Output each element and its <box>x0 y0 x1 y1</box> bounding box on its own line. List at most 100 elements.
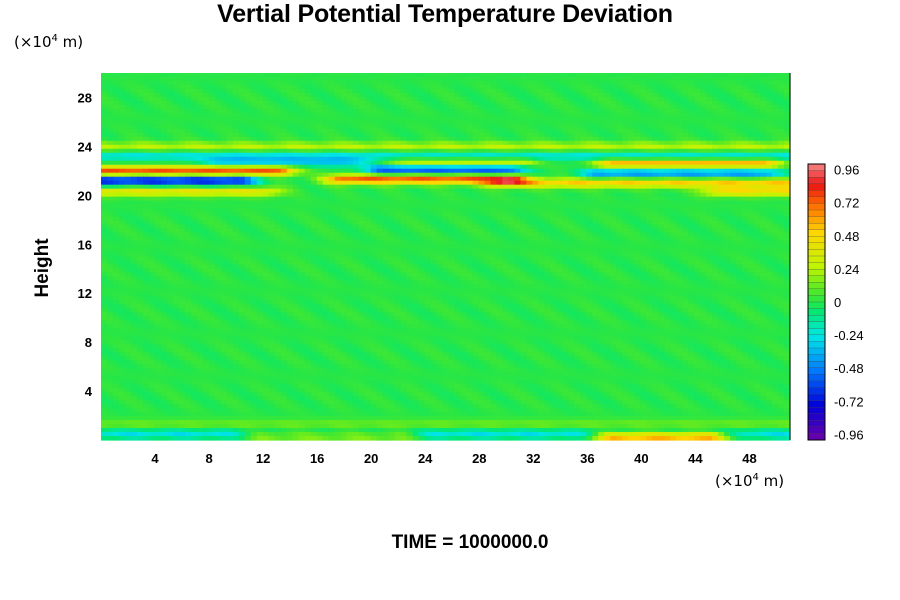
heatmap-cell <box>592 196 599 202</box>
heatmap-cell <box>280 244 288 250</box>
heatmap-cell <box>250 184 258 190</box>
heatmap-cell <box>676 212 683 218</box>
heatmap-cell <box>268 100 276 106</box>
heatmap-cell <box>292 104 300 110</box>
heatmap-cell <box>670 73 677 78</box>
heatmap-cell <box>166 176 174 182</box>
heatmap-cell <box>466 196 474 202</box>
heatmap-cell <box>256 108 264 114</box>
heatmap-cell <box>676 220 683 226</box>
heatmap-cell <box>694 144 701 150</box>
heatmap-cell <box>322 216 330 222</box>
heatmap-cell <box>640 88 647 94</box>
heatmap-cell <box>520 136 527 142</box>
heatmap-cell <box>778 136 785 142</box>
heatmap-cell <box>376 76 384 82</box>
heatmap-cell <box>280 184 288 190</box>
heatmap-cell <box>256 204 264 210</box>
heatmap-cell <box>214 196 222 202</box>
heatmap-cell <box>220 92 228 98</box>
heatmap-cell <box>604 236 611 242</box>
heatmap-cell <box>352 160 360 166</box>
heatmap-cell <box>340 220 348 226</box>
heatmap-cell <box>400 136 408 142</box>
heatmap-cell <box>430 156 438 162</box>
heatmap-cell <box>442 88 450 94</box>
heatmap-cell <box>130 224 138 230</box>
heatmap-cell <box>484 192 492 198</box>
heatmap-cell <box>778 112 785 118</box>
heatmap-cell <box>316 188 324 194</box>
heatmap-cell <box>400 184 408 190</box>
heatmap-cell <box>154 224 162 230</box>
heatmap-cell <box>670 140 677 146</box>
heatmap-cell <box>292 76 300 82</box>
heatmap-cell <box>778 116 785 122</box>
heatmap-cell <box>154 192 162 198</box>
heatmap-cell <box>382 152 390 158</box>
heatmap-cell <box>598 204 605 210</box>
heatmap-cell <box>766 128 773 134</box>
heatmap-cell <box>586 164 593 170</box>
heatmap-cell <box>412 96 420 102</box>
heatmap-cell <box>436 100 444 106</box>
heatmap-cell <box>196 96 204 102</box>
heatmap-cell <box>316 200 324 206</box>
heatmap-cell <box>214 140 222 146</box>
heatmap-cell <box>640 208 647 214</box>
heatmap-cell <box>502 84 510 90</box>
heatmap-cell <box>538 164 545 170</box>
heatmap-cell <box>220 160 228 166</box>
heatmap-cell <box>250 100 258 106</box>
heatmap-cell <box>580 80 587 86</box>
heatmap-cell <box>322 228 330 234</box>
heatmap-cell <box>364 140 372 146</box>
heatmap-cell <box>226 156 234 162</box>
heatmap-cell <box>670 160 677 166</box>
heatmap-cell <box>556 228 563 234</box>
heatmap-cell <box>712 80 719 86</box>
heatmap-cell <box>304 156 312 162</box>
heatmap-cell <box>196 80 204 86</box>
heatmap-cell <box>382 112 390 118</box>
heatmap-cell <box>448 208 456 214</box>
heatmap-cell <box>442 168 450 174</box>
heatmap-cell <box>160 200 168 206</box>
heatmap-cell <box>418 160 426 166</box>
heatmap-cell <box>448 176 456 182</box>
heatmap-cell <box>520 192 527 198</box>
heatmap-cell <box>484 204 492 210</box>
heatmap-cell <box>202 84 210 90</box>
heatmap-cell <box>430 116 438 122</box>
heatmap-cell <box>454 196 462 202</box>
heatmap-cell <box>101 88 108 94</box>
heatmap-cell <box>202 100 210 106</box>
heatmap-cell <box>238 172 246 178</box>
heatmap-cell <box>586 80 593 86</box>
heatmap-cell <box>400 92 408 98</box>
heatmap-cell <box>502 132 510 138</box>
heatmap-cell <box>298 100 306 106</box>
heatmap-cell <box>538 172 545 178</box>
heatmap-cell <box>112 100 120 106</box>
heatmap-cell <box>550 108 557 114</box>
heatmap-cell <box>370 180 378 186</box>
heatmap-cell <box>388 148 396 154</box>
heatmap-cell <box>418 73 426 78</box>
heatmap-cell <box>274 220 282 226</box>
heatmap-cell <box>688 208 695 214</box>
heatmap-cell <box>244 240 252 246</box>
heatmap-cell <box>514 80 521 86</box>
heatmap-cell <box>454 108 462 114</box>
heatmap-cell <box>292 236 300 242</box>
heatmap-cell <box>202 196 210 202</box>
heatmap-cell <box>496 108 504 114</box>
heatmap-cell <box>616 236 623 242</box>
heatmap-cell <box>310 180 318 186</box>
heatmap-cell <box>400 176 408 182</box>
heatmap-cell <box>310 156 318 162</box>
heatmap-cell <box>616 196 623 202</box>
heatmap-cell <box>136 84 144 90</box>
heatmap-cell <box>766 136 773 142</box>
heatmap-cell <box>442 228 450 234</box>
